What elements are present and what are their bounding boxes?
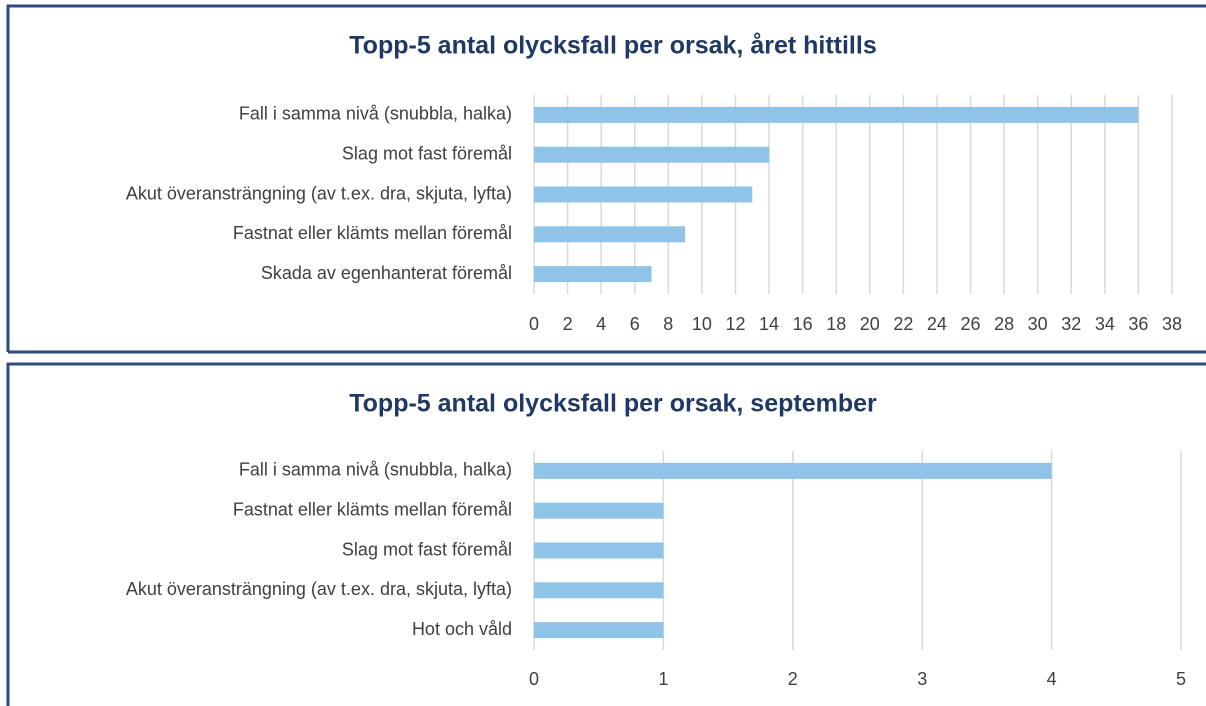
x-tick-label: 6	[630, 314, 640, 334]
x-tick-label: 22	[893, 314, 913, 334]
bar	[534, 106, 1139, 123]
x-tick-label: 2	[563, 314, 573, 334]
x-tick-label: 0	[529, 669, 539, 689]
x-tick-label: 4	[596, 314, 606, 334]
bar	[534, 502, 664, 519]
x-tick-label: 32	[1061, 314, 1081, 334]
y-tick-label: Fastnat eller klämts mellan föremål	[233, 223, 512, 243]
x-tick-label: 14	[759, 314, 779, 334]
bar	[534, 226, 686, 243]
y-tick-label: Fall i samma nivå (snubbla, halka)	[239, 104, 512, 124]
panel-frame	[6, 362, 1206, 706]
x-tick-label: 10	[692, 314, 712, 334]
bar	[534, 186, 753, 203]
x-tick-label: 0	[529, 314, 539, 334]
x-tick-label: 28	[994, 314, 1014, 334]
y-tick-label: Slag mot fast föremål	[342, 539, 512, 559]
chart-title: Topp-5 antal olycksfall per orsak, året …	[349, 32, 876, 60]
x-tick-label: 18	[826, 314, 846, 334]
x-tick-label: 36	[1128, 314, 1148, 334]
x-tick-label: 26	[961, 314, 981, 334]
y-tick-label: Akut överansträngning (av t.ex. dra, skj…	[126, 183, 512, 203]
x-tick-label: 8	[663, 314, 673, 334]
bar	[534, 266, 652, 283]
x-tick-label: 34	[1095, 314, 1115, 334]
y-tick-label: Fall i samma nivå (snubbla, halka)	[239, 460, 512, 480]
x-tick-label: 4	[1047, 669, 1057, 689]
x-tick-label: 1	[658, 669, 668, 689]
x-tick-label: 24	[927, 314, 947, 334]
x-tick-label: 20	[860, 314, 880, 334]
panel-frame	[6, 4, 1206, 354]
y-tick-label: Hot och våld	[412, 619, 512, 639]
y-tick-label: Skada av egenhanterat föremål	[261, 263, 512, 283]
x-tick-label: 30	[1028, 314, 1048, 334]
x-tick-label: 5	[1176, 669, 1186, 689]
bar	[534, 462, 1052, 479]
y-tick-label: Slag mot fast föremål	[342, 143, 512, 163]
x-tick-label: 38	[1162, 314, 1182, 334]
x-tick-label: 3	[917, 669, 927, 689]
bar	[534, 542, 664, 559]
x-tick-label: 2	[788, 669, 798, 689]
x-tick-label: 16	[793, 314, 813, 334]
bar	[534, 582, 664, 599]
x-tick-label: 12	[725, 314, 745, 334]
y-tick-label: Fastnat eller klämts mellan föremål	[233, 499, 512, 519]
bar	[534, 146, 770, 163]
chart-title: Topp-5 antal olycksfall per orsak, septe…	[349, 390, 877, 418]
y-tick-label: Akut överansträngning (av t.ex. dra, skj…	[126, 579, 512, 599]
bar	[534, 622, 664, 639]
